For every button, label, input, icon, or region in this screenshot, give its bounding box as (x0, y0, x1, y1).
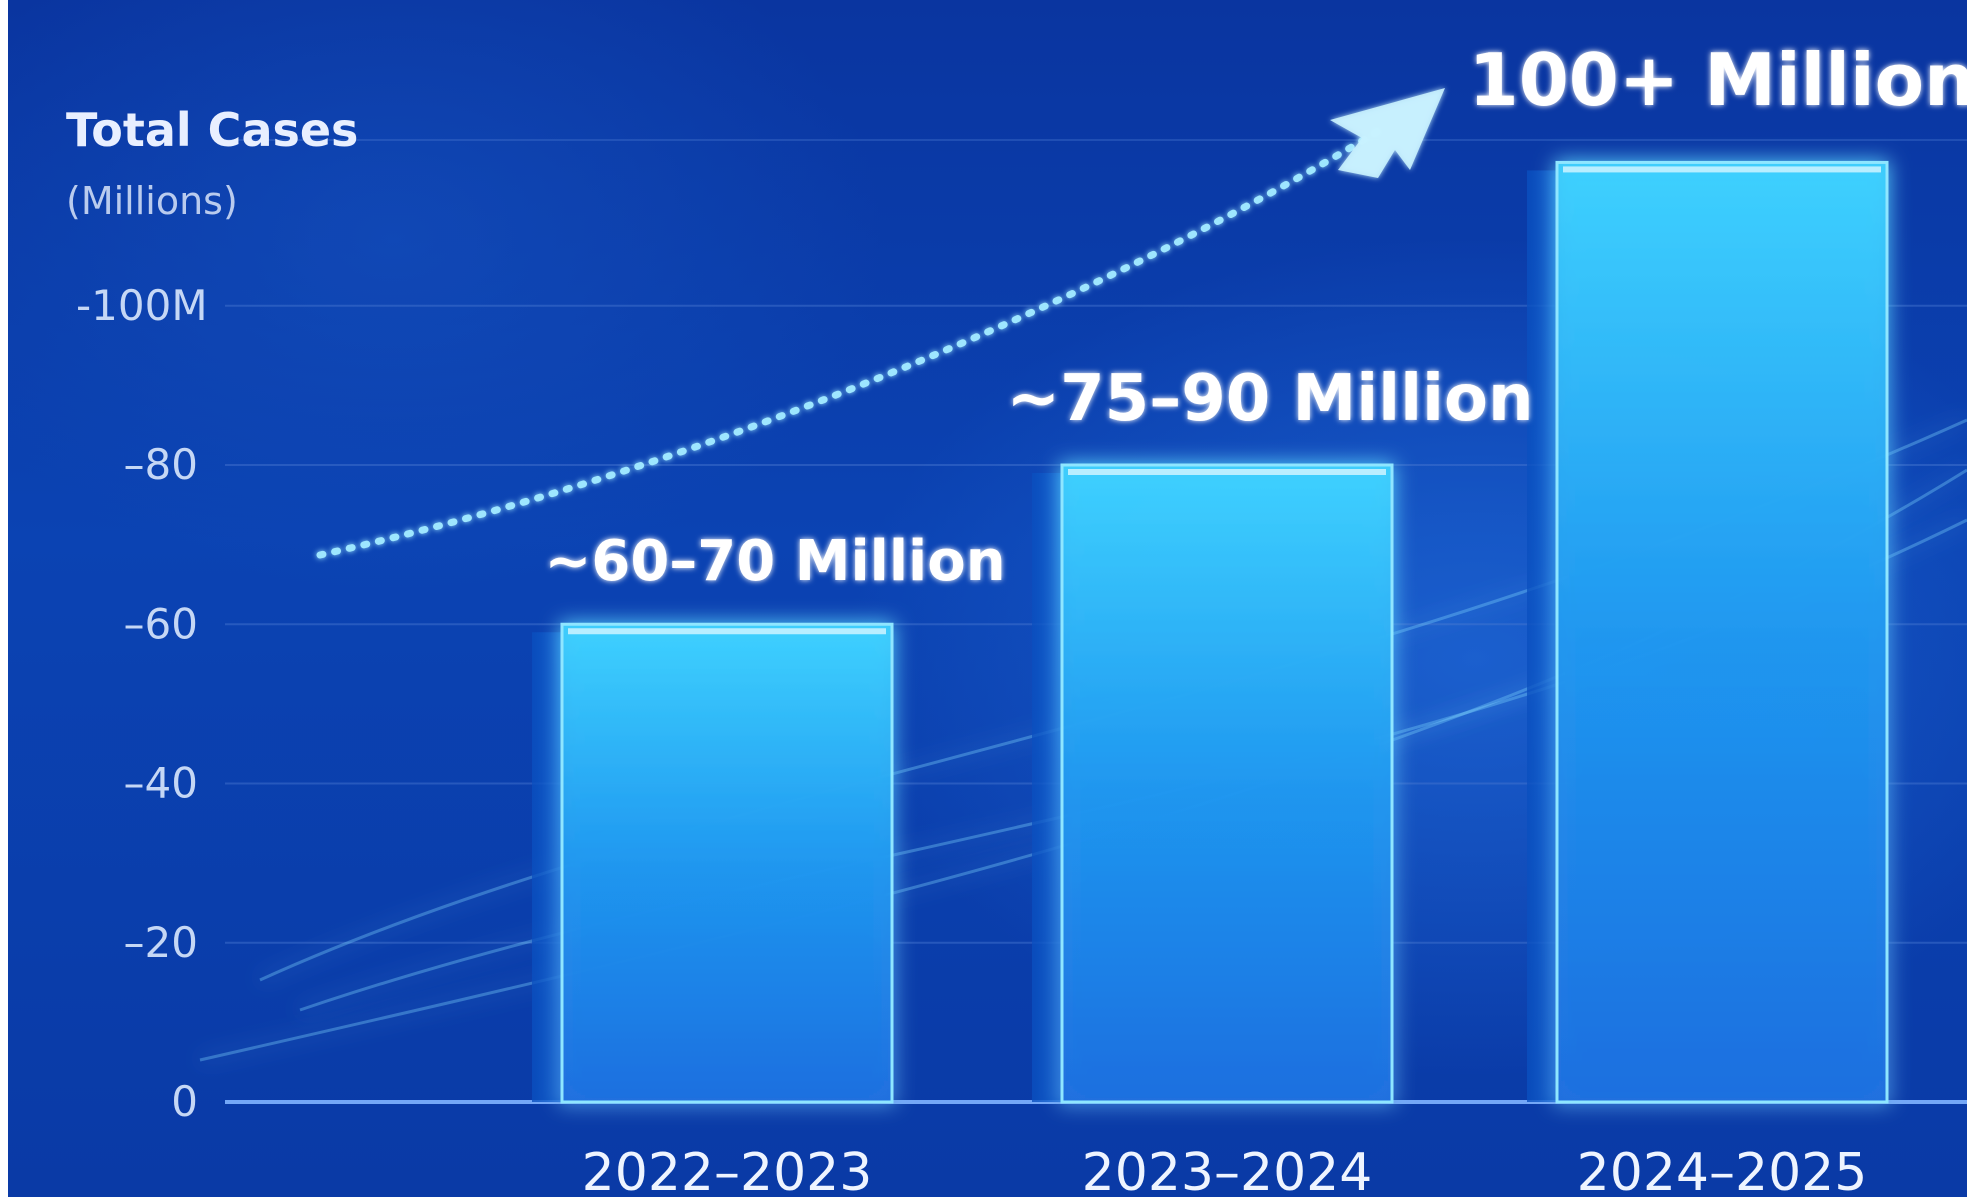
bar-side (1032, 473, 1062, 1102)
y-axis-title: Total Cases (66, 103, 358, 157)
x-tick-label: 2022–2023 (582, 1143, 873, 1197)
y-tick-label: –40 (124, 759, 198, 808)
y-tick-label: –80 (124, 440, 198, 489)
y-tick-label: –20 (124, 918, 198, 967)
bar (1060, 463, 1394, 1104)
bar-highlight (1068, 469, 1386, 475)
upward-trend-arrow (316, 88, 1445, 559)
data-labels: ~60–70 Million ~75–90 Million 100+ Million (544, 38, 1967, 594)
y-tick-label: 0 (171, 1077, 198, 1126)
x-tick-label: 2024–2025 (1577, 1143, 1868, 1197)
bar-highlight (568, 628, 886, 635)
left-edge-strip (0, 0, 8, 1197)
trend-arrow-head (1330, 88, 1445, 178)
data-label: 100+ Million (1469, 38, 1967, 122)
bar (560, 622, 894, 1104)
y-axis-ticks: 0 –20 –40 –60 –80 -100M (76, 281, 208, 1126)
bar (1555, 160, 1889, 1104)
x-axis-labels: 2022–2023 2023–2024 2024–2025 (582, 1143, 1868, 1197)
y-tick-label: -100M (76, 281, 208, 330)
x-tick-label: 2023–2024 (1082, 1143, 1373, 1197)
y-tick-label: –60 (124, 599, 198, 648)
bars (532, 160, 1889, 1104)
bar-side (1527, 170, 1557, 1103)
trend-arrow-line (316, 126, 1384, 559)
bar-highlight (1563, 166, 1881, 173)
y-axis-unit: (Millions) (66, 179, 238, 223)
bar-side (532, 632, 562, 1102)
data-label: ~75–90 Million (1007, 362, 1534, 436)
data-label: ~60–70 Million (544, 529, 1005, 594)
